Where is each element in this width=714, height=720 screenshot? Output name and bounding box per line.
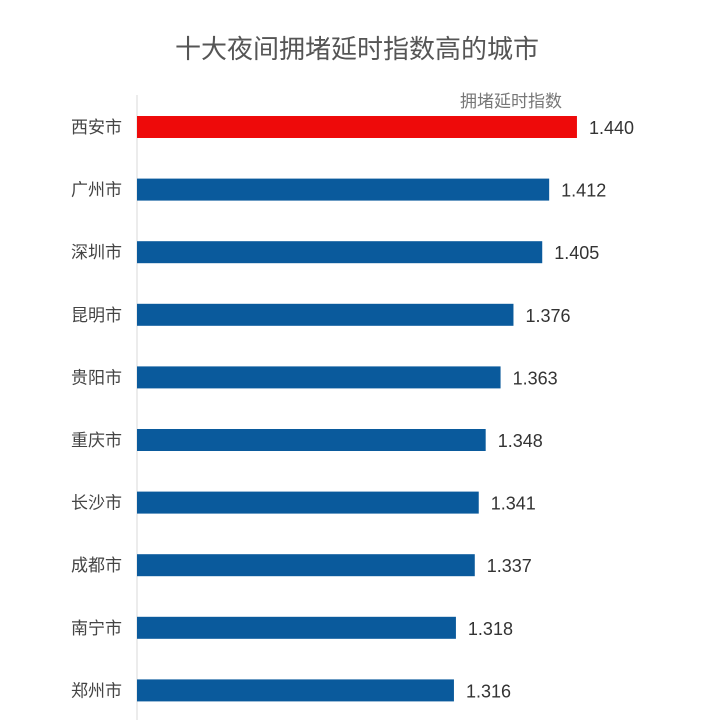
legend-label: 拥堵延时指数 [460, 92, 562, 111]
chart-title: 十大夜间拥堵延时指数高的城市 [175, 34, 539, 64]
category-label: 西安市 [71, 118, 122, 137]
category-label: 重庆市 [71, 431, 122, 450]
bar [137, 554, 475, 577]
data-label: 1.405 [554, 243, 599, 263]
data-label: 1.341 [491, 494, 536, 514]
bar [137, 366, 501, 389]
category-label: 昆明市 [71, 306, 122, 325]
bar [137, 116, 577, 138]
data-label: 1.376 [525, 306, 570, 326]
data-label: 1.440 [589, 118, 634, 138]
data-label: 1.316 [466, 681, 511, 701]
category-label: 贵阳市 [71, 368, 122, 387]
bar [137, 679, 454, 702]
category-label: 郑州市 [71, 681, 122, 700]
bar [137, 241, 543, 264]
data-label: 1.318 [468, 619, 513, 639]
category-label: 广州市 [71, 181, 122, 200]
data-label: 1.412 [561, 181, 606, 201]
category-label: 成都市 [71, 556, 122, 575]
data-label: 1.348 [498, 431, 543, 451]
category-label: 长沙市 [71, 494, 122, 513]
data-label: 1.363 [513, 368, 558, 388]
bar [137, 303, 514, 326]
category-label: 南宁市 [71, 619, 122, 638]
data-label: 1.337 [487, 556, 532, 576]
category-label: 深圳市 [71, 243, 122, 262]
bar [137, 429, 486, 451]
bar [137, 491, 479, 514]
bar [137, 178, 550, 201]
bar [137, 616, 456, 639]
